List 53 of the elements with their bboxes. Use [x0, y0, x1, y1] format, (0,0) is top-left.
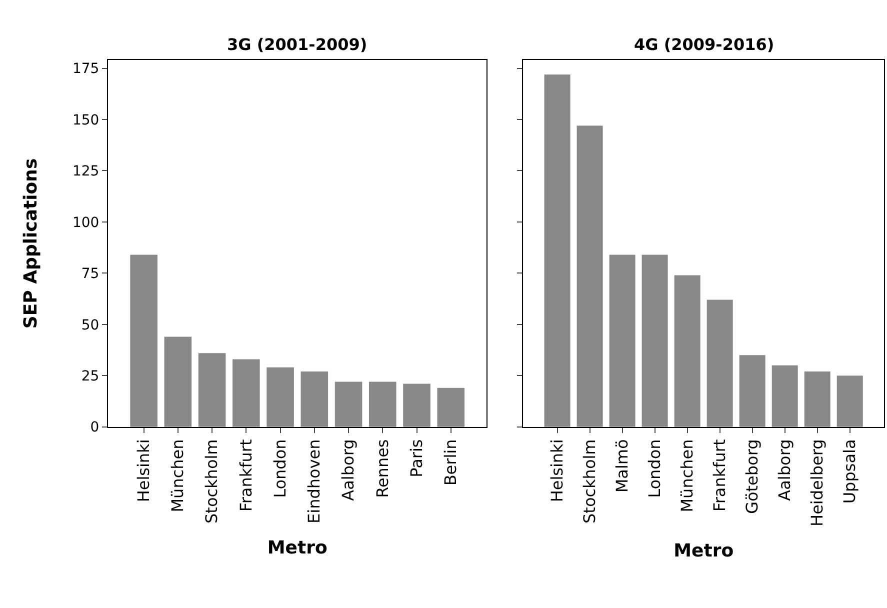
y-tick-label: 0 [90, 420, 100, 436]
y-tick-label: 50 [81, 317, 100, 334]
bar [130, 254, 158, 427]
x-tick-label: Aalborg [338, 439, 358, 501]
bar [300, 372, 328, 427]
y-tick-label: 175 [72, 61, 100, 78]
y-tick-label: 125 [72, 164, 100, 180]
bar [772, 365, 798, 427]
bar [266, 367, 294, 427]
x-tick-label: London [645, 439, 664, 498]
y-axis-title: SEP Applications [20, 158, 42, 329]
x-tick-label: Paris [406, 439, 426, 478]
bar [804, 372, 830, 427]
x-tick-label: Helsinki [547, 439, 566, 502]
chart-title: 4G (2009-2016) [634, 35, 774, 54]
x-tick-label: Berlin [441, 439, 460, 486]
x-tick-label: München [168, 439, 188, 512]
bar [232, 359, 260, 427]
bar [739, 355, 766, 427]
x-tick-label: London [270, 439, 290, 498]
y-tick-label: 25 [81, 368, 100, 385]
bar [609, 254, 636, 427]
bar [576, 126, 603, 427]
x-axis-title: Metro [674, 540, 734, 562]
y-tick-label: 100 [72, 214, 100, 231]
x-tick-label: Stockholm [580, 439, 599, 524]
y-tick-label: 75 [81, 266, 100, 282]
x-tick-label: Uppsala [840, 439, 860, 504]
bar [198, 353, 226, 427]
bar [403, 384, 430, 427]
x-tick-label: Heidelberg [808, 439, 827, 526]
bar [164, 336, 192, 427]
x-tick-label: Stockholm [202, 439, 222, 524]
bar [706, 300, 733, 427]
y-tick-label: 150 [72, 112, 100, 128]
x-tick-label: München [678, 439, 697, 512]
x-tick-label: Helsinki [134, 439, 154, 502]
chart-title: 3G (2001-2009) [227, 35, 368, 54]
x-tick-label: Göteborg [742, 439, 762, 514]
x-tick-label: Aalborg [775, 439, 794, 501]
x-tick-label: Eindhoven [304, 439, 324, 524]
x-tick-label: Frankfurt [236, 439, 256, 512]
bar [836, 376, 863, 427]
bar [334, 382, 362, 427]
x-tick-label: Rennes [372, 439, 392, 498]
x-tick-label: Malmö [612, 439, 632, 493]
bar [674, 275, 700, 427]
x-tick-label: Frankfurt [710, 439, 730, 512]
bar [368, 382, 396, 427]
bar [642, 254, 668, 427]
x-axis-title: Metro [267, 538, 328, 559]
bar [544, 74, 570, 427]
bar [437, 388, 465, 427]
